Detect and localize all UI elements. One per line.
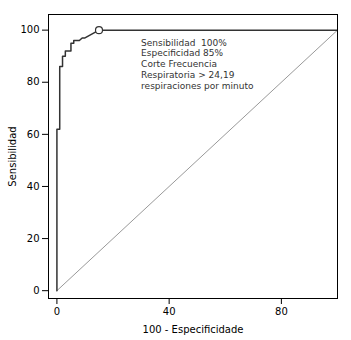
svg-text:80: 80 bbox=[275, 306, 288, 317]
svg-text:Sensibilidad 100%Especificida: Sensibilidad 100%Especificidad 85%Corte … bbox=[141, 38, 254, 91]
svg-text:100 - Especificidade: 100 - Especificidade bbox=[143, 324, 244, 335]
svg-text:40: 40 bbox=[163, 306, 176, 317]
svg-text:40: 40 bbox=[27, 181, 40, 192]
svg-text:Sensibilidad: Sensibilidad bbox=[7, 126, 18, 186]
svg-text:0: 0 bbox=[54, 306, 60, 317]
svg-text:20: 20 bbox=[27, 233, 40, 244]
svg-text:80: 80 bbox=[27, 76, 40, 87]
svg-text:0: 0 bbox=[33, 285, 39, 296]
svg-text:100: 100 bbox=[20, 24, 39, 35]
svg-text:60: 60 bbox=[27, 129, 40, 140]
